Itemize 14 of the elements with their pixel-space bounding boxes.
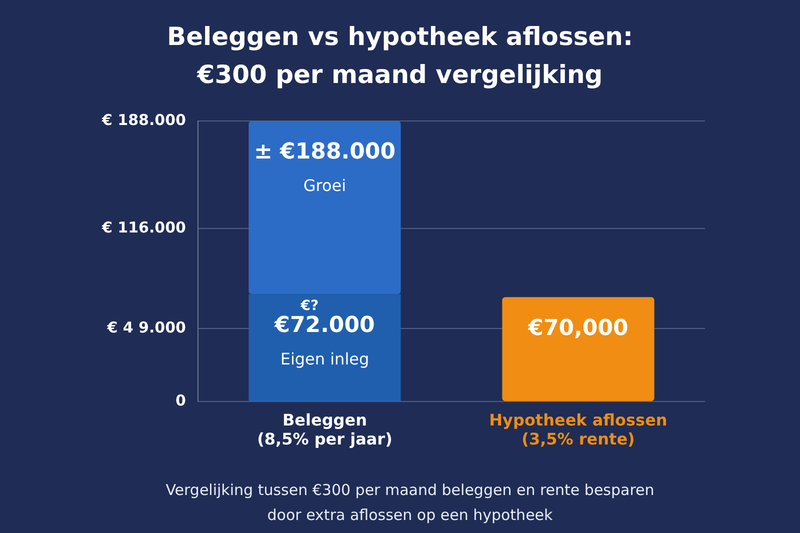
y-tick-label: 0 bbox=[176, 391, 186, 410]
y-tick-label: € 4 9.000 bbox=[106, 318, 186, 336]
total-label: ± €188.000 bbox=[254, 140, 396, 165]
y-tick-label: € 116.000 bbox=[100, 218, 186, 236]
annotation: €70,000 bbox=[527, 316, 628, 341]
x-tick-label: Hypotheek aflossen (3,5% rente) bbox=[489, 410, 668, 449]
annotation: €? bbox=[300, 298, 319, 314]
x-tick-label: Beleggen (8,5% per jaar) bbox=[257, 410, 392, 449]
series-label: Eigen inleg bbox=[280, 349, 370, 368]
y-tick-label: € 188.000 bbox=[100, 110, 186, 129]
text: Vergelijking tussen €300 per maand beleggen en rente besparen door extra aflossen op een hypotheek bbox=[164, 480, 656, 526]
series-label: Groei bbox=[303, 176, 346, 196]
chart-title: Beleggen vs hypotheek aflossen: €300 per maand vergelijking bbox=[166, 21, 634, 91]
data-label: €72.000 bbox=[274, 312, 375, 338]
